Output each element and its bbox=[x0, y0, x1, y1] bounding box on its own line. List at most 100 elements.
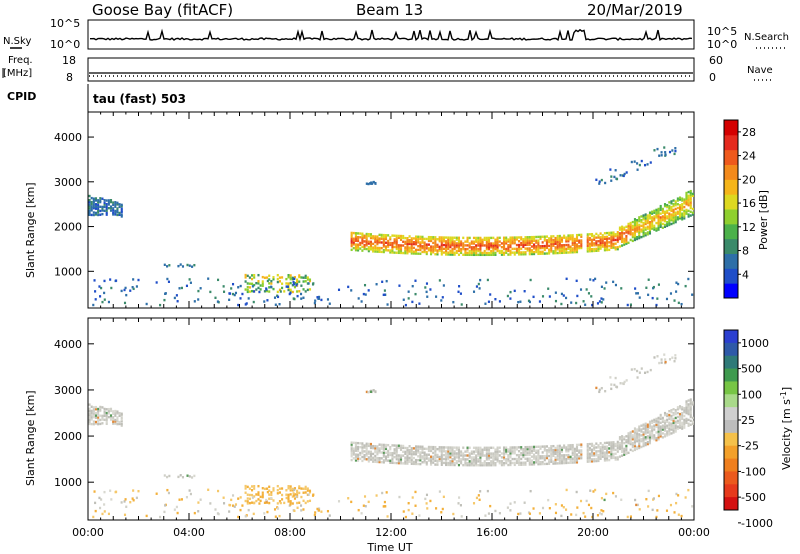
power-cell bbox=[522, 245, 525, 248]
velocity-cell bbox=[535, 457, 538, 460]
velocity-cell bbox=[660, 361, 663, 364]
velocity-cell bbox=[644, 443, 647, 447]
power-cell bbox=[427, 239, 430, 243]
power-colorbar-tick-label: 4 bbox=[742, 268, 749, 281]
velocity-cell bbox=[374, 458, 377, 462]
power-cell bbox=[410, 240, 413, 244]
power-cell bbox=[676, 197, 679, 200]
velocity-cell bbox=[653, 418, 656, 422]
velocity-cell bbox=[120, 424, 123, 427]
power-cell bbox=[646, 225, 649, 228]
velocity-cell bbox=[502, 458, 506, 461]
velocity-cell bbox=[552, 450, 555, 454]
power-cell bbox=[103, 201, 106, 204]
velocity-cell bbox=[485, 462, 488, 465]
power-cell bbox=[367, 182, 370, 186]
velocity-cell bbox=[656, 509, 659, 512]
power-cell bbox=[530, 235, 533, 239]
velocity-cell bbox=[460, 458, 463, 461]
velocity-cell bbox=[434, 449, 437, 453]
power-cell bbox=[668, 206, 671, 210]
power-cell bbox=[357, 235, 360, 239]
velocity-cell bbox=[285, 496, 288, 500]
power-cell bbox=[648, 215, 652, 218]
velocity-cell bbox=[629, 431, 632, 434]
power-cell bbox=[625, 236, 628, 240]
velocity-cell bbox=[537, 449, 540, 452]
power-cell bbox=[462, 253, 465, 256]
velocity-cell bbox=[425, 493, 429, 497]
velocity-cell bbox=[601, 451, 604, 455]
velocity-cell bbox=[472, 462, 476, 465]
velocity-cell bbox=[498, 461, 501, 465]
power-cell bbox=[434, 253, 437, 256]
power-cell bbox=[586, 240, 589, 244]
velocity-cell bbox=[447, 461, 450, 465]
velocity-cell bbox=[651, 425, 654, 428]
power-cell bbox=[530, 249, 533, 252]
velocity-cell bbox=[189, 492, 192, 496]
velocity-cell bbox=[623, 380, 626, 384]
velocity-cell bbox=[633, 437, 637, 440]
velocity-cell bbox=[668, 427, 671, 430]
velocity-cell bbox=[567, 444, 570, 447]
velocity-cell bbox=[372, 456, 375, 459]
velocity-cell bbox=[457, 448, 461, 451]
power-cell bbox=[214, 296, 217, 300]
velocity-cell bbox=[530, 445, 533, 449]
power-cell bbox=[120, 215, 123, 218]
velocity-cell bbox=[453, 452, 456, 455]
velocity-cell bbox=[291, 502, 294, 505]
power-cell bbox=[586, 250, 589, 253]
power-cell bbox=[687, 277, 690, 281]
velocity-cell bbox=[596, 514, 600, 517]
power-cell bbox=[524, 247, 527, 250]
power-cell bbox=[109, 198, 113, 202]
velocity-cell bbox=[586, 456, 589, 459]
power-cell bbox=[387, 243, 390, 246]
power-colorbar-swatch bbox=[724, 283, 738, 299]
power-cell bbox=[625, 238, 628, 242]
power-cell bbox=[502, 251, 506, 254]
velocity-cell bbox=[298, 491, 301, 495]
power-cell bbox=[509, 253, 512, 256]
power-cell bbox=[354, 233, 357, 237]
power-cell bbox=[97, 213, 100, 217]
velocity-cell bbox=[651, 427, 654, 430]
velocity-cell bbox=[293, 488, 296, 492]
beam-title: Beam 13 bbox=[356, 1, 423, 19]
power-cell bbox=[389, 243, 392, 247]
power-cell bbox=[404, 236, 407, 240]
velocity-cell bbox=[600, 512, 603, 516]
power-cell bbox=[526, 239, 529, 243]
power-cell bbox=[252, 290, 256, 293]
power-cell bbox=[652, 285, 655, 289]
power-cell bbox=[573, 250, 576, 254]
power-cell bbox=[406, 250, 409, 253]
velocity-cell bbox=[610, 447, 613, 450]
velocity-cell bbox=[644, 441, 647, 445]
velocity-cell bbox=[659, 421, 662, 424]
velocity-cell bbox=[646, 429, 649, 432]
velocity-cell bbox=[164, 504, 167, 507]
power-cell bbox=[685, 193, 688, 197]
power-cell bbox=[483, 244, 486, 247]
velocity-cell bbox=[613, 383, 616, 387]
power-cell bbox=[648, 213, 652, 216]
power-cell bbox=[112, 203, 115, 207]
power-cell bbox=[636, 226, 639, 229]
power-cell bbox=[490, 244, 493, 247]
velocity-cell bbox=[530, 463, 533, 466]
power-cell bbox=[651, 221, 654, 225]
velocity-cell bbox=[397, 446, 400, 449]
power-cell bbox=[537, 235, 540, 239]
velocity-cell bbox=[421, 455, 424, 458]
power-cell bbox=[374, 250, 377, 253]
velocity-cell bbox=[257, 498, 260, 501]
velocity-cell bbox=[389, 459, 392, 462]
velocity-cell bbox=[528, 457, 531, 460]
power-cell bbox=[578, 241, 581, 244]
power-cell bbox=[105, 202, 108, 206]
velocity-cell bbox=[627, 434, 630, 437]
velocity-cell bbox=[689, 409, 692, 413]
